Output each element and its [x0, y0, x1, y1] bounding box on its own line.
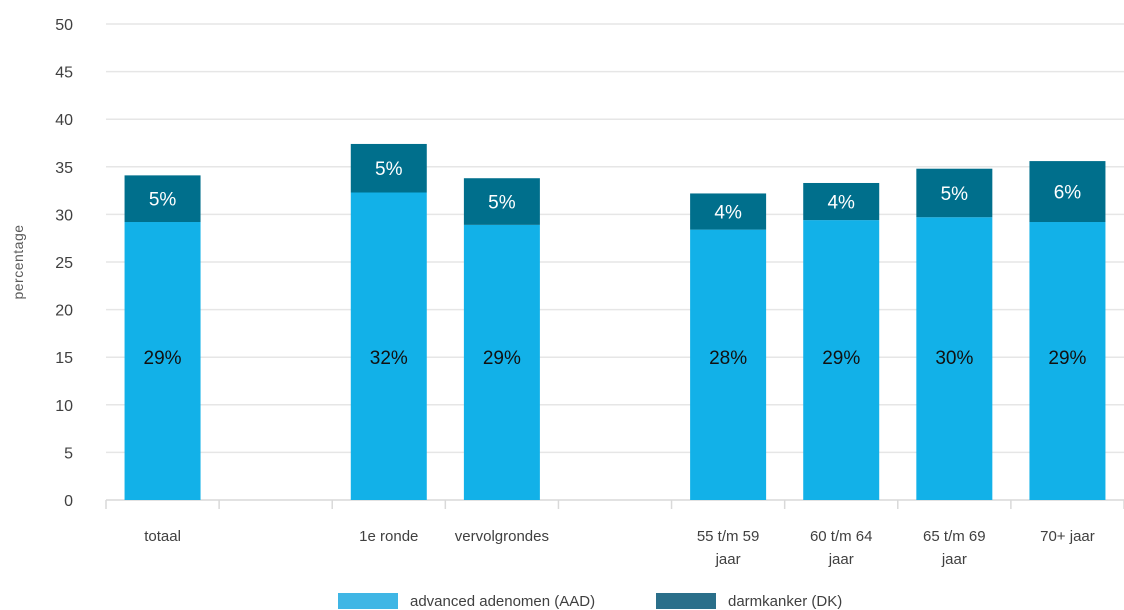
y-tick-label: 0: [64, 493, 73, 510]
stacked-bar-chart: percentage 0 5 10 15 20 25 30 35 40 45 50 totaal 1e …: [10, 17, 1124, 568]
y-tick-label: 15: [55, 350, 73, 367]
bar-dk: [1029, 161, 1106, 223]
bar-dk: [350, 143, 427, 193]
data-label-aad: 29%: [1048, 348, 1086, 369]
data-label-dk: 5%: [488, 193, 516, 214]
legend: advanced adenomen (AAD) darmkanker (DK): [0, 590, 1124, 610]
x-category-label: 70+ jaar: [1040, 528, 1095, 545]
x-category-label: vervolgrondes: [455, 528, 549, 545]
data-label-aad: 28%: [709, 348, 747, 369]
y-tick-label: 30: [55, 207, 73, 224]
x-category-label: 60 t/m 64: [810, 528, 873, 545]
bar-aad: [1029, 222, 1106, 501]
bar-aad: [463, 224, 540, 500]
legend-item-aad: advanced adenomen (AAD): [338, 592, 595, 610]
data-label-aad: 29%: [483, 348, 521, 369]
y-tick-label: 45: [55, 65, 73, 82]
legend-swatch-dk: [656, 593, 716, 609]
y-tick-label: 10: [55, 398, 73, 415]
bar-aad: [803, 220, 880, 500]
y-axis-label: percentage: [10, 224, 26, 299]
y-tick-label: 40: [55, 112, 73, 129]
data-label-aad: 29%: [144, 348, 182, 369]
bar-dk: [463, 178, 540, 225]
y-tick-label: 25: [55, 255, 73, 272]
data-label-dk: 4%: [714, 203, 742, 224]
data-label-dk: 4%: [827, 193, 855, 214]
bar-dk: [803, 182, 880, 221]
legend-label-dk: darmkanker (DK): [728, 592, 843, 610]
data-label-dk: 6%: [1054, 183, 1082, 204]
legend-swatch-aad: [338, 593, 398, 609]
bar-dk: [916, 168, 993, 218]
y-tick-label: 20: [55, 303, 73, 320]
data-label-dk: 5%: [149, 190, 177, 211]
bar-aad: [690, 229, 767, 500]
x-category-label: jaar: [828, 551, 854, 568]
data-label-dk: 5%: [375, 159, 403, 180]
bar-dk: [690, 193, 767, 230]
x-category-label: 55 t/m 59: [697, 528, 760, 545]
y-tick-label: 50: [55, 17, 73, 34]
legend-label-aad: advanced adenomen (AAD): [410, 592, 596, 610]
data-label-dk: 5%: [941, 184, 969, 205]
x-category-label: totaal: [144, 528, 181, 545]
x-category-label: 65 t/m 69: [923, 528, 986, 545]
y-tick-label: 5: [64, 445, 73, 462]
y-tick-label: 35: [55, 160, 73, 177]
bar-aad: [916, 217, 993, 501]
bar-aad: [350, 192, 427, 500]
data-label-aad: 29%: [822, 348, 860, 369]
data-label-aad: 32%: [370, 348, 408, 369]
x-category-label: jaar: [715, 551, 741, 568]
legend-item-dk: darmkanker (DK): [656, 592, 842, 610]
bar-dk: [124, 175, 201, 223]
x-category-label: 1e ronde: [359, 528, 418, 545]
x-category-label: jaar: [941, 551, 967, 568]
bar-aad: [124, 222, 201, 501]
data-label-aad: 30%: [935, 348, 973, 369]
